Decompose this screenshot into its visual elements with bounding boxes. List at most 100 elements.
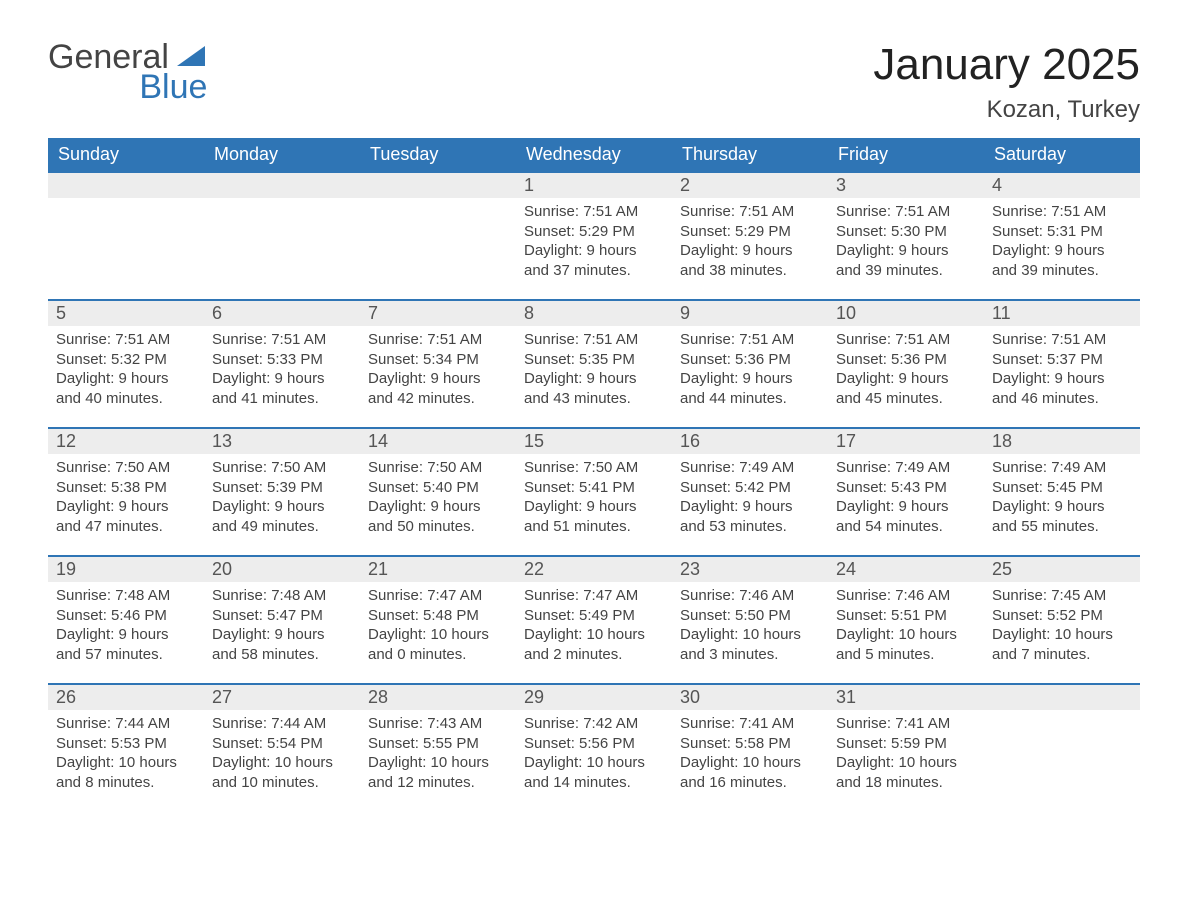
day-number: 13 bbox=[204, 429, 360, 454]
sunset-text: Sunset: 5:45 PM bbox=[992, 478, 1132, 498]
day-number: 8 bbox=[516, 301, 672, 326]
sunrise-text: Sunrise: 7:47 AM bbox=[368, 586, 508, 606]
day-details: Sunrise: 7:44 AMSunset: 5:54 PMDaylight:… bbox=[204, 710, 360, 800]
sunset-text: Sunset: 5:59 PM bbox=[836, 734, 976, 754]
day-number: 17 bbox=[828, 429, 984, 454]
calendar-cell: 30Sunrise: 7:41 AMSunset: 5:58 PMDayligh… bbox=[672, 684, 828, 812]
day-number: . bbox=[204, 173, 360, 198]
daylight-text: Daylight: 9 hours and 38 minutes. bbox=[680, 241, 820, 280]
sunset-text: Sunset: 5:51 PM bbox=[836, 606, 976, 626]
sunset-text: Sunset: 5:33 PM bbox=[212, 350, 352, 370]
calendar-row: 5Sunrise: 7:51 AMSunset: 5:32 PMDaylight… bbox=[48, 300, 1140, 428]
weekday-header: Wednesday bbox=[516, 138, 672, 172]
day-details: Sunrise: 7:49 AMSunset: 5:42 PMDaylight:… bbox=[672, 454, 828, 544]
logo-text: General Blue bbox=[48, 40, 207, 104]
calendar-row: 19Sunrise: 7:48 AMSunset: 5:46 PMDayligh… bbox=[48, 556, 1140, 684]
sunset-text: Sunset: 5:29 PM bbox=[524, 222, 664, 242]
day-number: 16 bbox=[672, 429, 828, 454]
daylight-text: Daylight: 9 hours and 44 minutes. bbox=[680, 369, 820, 408]
calendar-row: ...1Sunrise: 7:51 AMSunset: 5:29 PMDayli… bbox=[48, 172, 1140, 300]
day-details: Sunrise: 7:45 AMSunset: 5:52 PMDaylight:… bbox=[984, 582, 1140, 672]
calendar-cell: 8Sunrise: 7:51 AMSunset: 5:35 PMDaylight… bbox=[516, 300, 672, 428]
sunset-text: Sunset: 5:47 PM bbox=[212, 606, 352, 626]
sunset-text: Sunset: 5:42 PM bbox=[680, 478, 820, 498]
daylight-text: Daylight: 9 hours and 41 minutes. bbox=[212, 369, 352, 408]
weekday-header: Saturday bbox=[984, 138, 1140, 172]
day-details: Sunrise: 7:51 AMSunset: 5:37 PMDaylight:… bbox=[984, 326, 1140, 416]
day-number: 5 bbox=[48, 301, 204, 326]
day-number: 11 bbox=[984, 301, 1140, 326]
day-details: Sunrise: 7:42 AMSunset: 5:56 PMDaylight:… bbox=[516, 710, 672, 800]
calendar-cell: 10Sunrise: 7:51 AMSunset: 5:36 PMDayligh… bbox=[828, 300, 984, 428]
day-details: Sunrise: 7:48 AMSunset: 5:47 PMDaylight:… bbox=[204, 582, 360, 672]
logo: General Blue bbox=[48, 40, 207, 104]
calendar-row: 26Sunrise: 7:44 AMSunset: 5:53 PMDayligh… bbox=[48, 684, 1140, 812]
sunrise-text: Sunrise: 7:49 AM bbox=[836, 458, 976, 478]
calendar-cell: 11Sunrise: 7:51 AMSunset: 5:37 PMDayligh… bbox=[984, 300, 1140, 428]
day-number: 18 bbox=[984, 429, 1140, 454]
day-details: Sunrise: 7:51 AMSunset: 5:36 PMDaylight:… bbox=[672, 326, 828, 416]
daylight-text: Daylight: 9 hours and 47 minutes. bbox=[56, 497, 196, 536]
day-number: 25 bbox=[984, 557, 1140, 582]
day-number: 14 bbox=[360, 429, 516, 454]
daylight-text: Daylight: 9 hours and 37 minutes. bbox=[524, 241, 664, 280]
calendar-cell: 19Sunrise: 7:48 AMSunset: 5:46 PMDayligh… bbox=[48, 556, 204, 684]
day-details: Sunrise: 7:51 AMSunset: 5:30 PMDaylight:… bbox=[828, 198, 984, 288]
day-number: 30 bbox=[672, 685, 828, 710]
sunset-text: Sunset: 5:48 PM bbox=[368, 606, 508, 626]
day-details: Sunrise: 7:44 AMSunset: 5:53 PMDaylight:… bbox=[48, 710, 204, 800]
day-details: Sunrise: 7:46 AMSunset: 5:50 PMDaylight:… bbox=[672, 582, 828, 672]
day-number: 15 bbox=[516, 429, 672, 454]
sunrise-text: Sunrise: 7:50 AM bbox=[212, 458, 352, 478]
calendar-header: SundayMondayTuesdayWednesdayThursdayFrid… bbox=[48, 138, 1140, 172]
daylight-text: Daylight: 10 hours and 16 minutes. bbox=[680, 753, 820, 792]
daylight-text: Daylight: 9 hours and 58 minutes. bbox=[212, 625, 352, 664]
day-number: 1 bbox=[516, 173, 672, 198]
sunset-text: Sunset: 5:36 PM bbox=[680, 350, 820, 370]
calendar-cell: 9Sunrise: 7:51 AMSunset: 5:36 PMDaylight… bbox=[672, 300, 828, 428]
sunrise-text: Sunrise: 7:51 AM bbox=[836, 202, 976, 222]
day-details: Sunrise: 7:47 AMSunset: 5:48 PMDaylight:… bbox=[360, 582, 516, 672]
calendar-page: General Blue January 2025 Kozan, Turkey … bbox=[0, 0, 1188, 852]
day-details: Sunrise: 7:51 AMSunset: 5:35 PMDaylight:… bbox=[516, 326, 672, 416]
daylight-text: Daylight: 9 hours and 57 minutes. bbox=[56, 625, 196, 664]
day-number: 20 bbox=[204, 557, 360, 582]
calendar-cell: 24Sunrise: 7:46 AMSunset: 5:51 PMDayligh… bbox=[828, 556, 984, 684]
calendar-cell: 26Sunrise: 7:44 AMSunset: 5:53 PMDayligh… bbox=[48, 684, 204, 812]
day-details: Sunrise: 7:41 AMSunset: 5:59 PMDaylight:… bbox=[828, 710, 984, 800]
sunset-text: Sunset: 5:50 PM bbox=[680, 606, 820, 626]
sunset-text: Sunset: 5:37 PM bbox=[992, 350, 1132, 370]
calendar-cell: 3Sunrise: 7:51 AMSunset: 5:30 PMDaylight… bbox=[828, 172, 984, 300]
calendar-cell: 16Sunrise: 7:49 AMSunset: 5:42 PMDayligh… bbox=[672, 428, 828, 556]
calendar-cell: 17Sunrise: 7:49 AMSunset: 5:43 PMDayligh… bbox=[828, 428, 984, 556]
title-block: January 2025 Kozan, Turkey bbox=[873, 40, 1140, 124]
sunrise-text: Sunrise: 7:50 AM bbox=[524, 458, 664, 478]
sunset-text: Sunset: 5:41 PM bbox=[524, 478, 664, 498]
sunrise-text: Sunrise: 7:46 AM bbox=[836, 586, 976, 606]
sunrise-text: Sunrise: 7:41 AM bbox=[680, 714, 820, 734]
weekday-header: Sunday bbox=[48, 138, 204, 172]
day-number: 19 bbox=[48, 557, 204, 582]
calendar-cell: 27Sunrise: 7:44 AMSunset: 5:54 PMDayligh… bbox=[204, 684, 360, 812]
sunrise-text: Sunrise: 7:48 AM bbox=[56, 586, 196, 606]
day-number: 21 bbox=[360, 557, 516, 582]
calendar-cell: 18Sunrise: 7:49 AMSunset: 5:45 PMDayligh… bbox=[984, 428, 1140, 556]
calendar-cell: 6Sunrise: 7:51 AMSunset: 5:33 PMDaylight… bbox=[204, 300, 360, 428]
daylight-text: Daylight: 10 hours and 12 minutes. bbox=[368, 753, 508, 792]
sunset-text: Sunset: 5:54 PM bbox=[212, 734, 352, 754]
day-number: 7 bbox=[360, 301, 516, 326]
day-number: . bbox=[984, 685, 1140, 710]
day-details: Sunrise: 7:49 AMSunset: 5:45 PMDaylight:… bbox=[984, 454, 1140, 544]
calendar-cell: 15Sunrise: 7:50 AMSunset: 5:41 PMDayligh… bbox=[516, 428, 672, 556]
daylight-text: Daylight: 10 hours and 2 minutes. bbox=[524, 625, 664, 664]
sunrise-text: Sunrise: 7:48 AM bbox=[212, 586, 352, 606]
calendar-table: SundayMondayTuesdayWednesdayThursdayFrid… bbox=[48, 138, 1140, 812]
calendar-body: ...1Sunrise: 7:51 AMSunset: 5:29 PMDayli… bbox=[48, 172, 1140, 812]
day-details: Sunrise: 7:51 AMSunset: 5:34 PMDaylight:… bbox=[360, 326, 516, 416]
day-number: 29 bbox=[516, 685, 672, 710]
daylight-text: Daylight: 9 hours and 53 minutes. bbox=[680, 497, 820, 536]
sunrise-text: Sunrise: 7:51 AM bbox=[836, 330, 976, 350]
daylight-text: Daylight: 9 hours and 45 minutes. bbox=[836, 369, 976, 408]
daylight-text: Daylight: 9 hours and 46 minutes. bbox=[992, 369, 1132, 408]
day-number: 23 bbox=[672, 557, 828, 582]
